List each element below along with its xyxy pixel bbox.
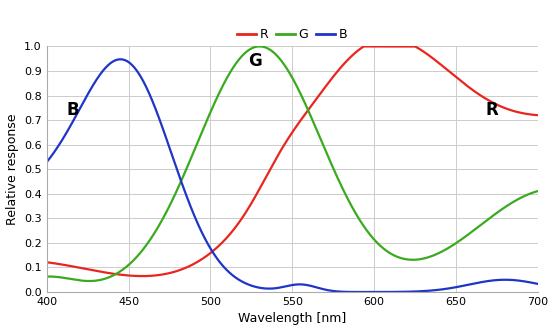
- X-axis label: Wavelength [nm]: Wavelength [nm]: [238, 312, 346, 325]
- Text: B: B: [66, 101, 79, 119]
- Text: R: R: [486, 101, 499, 119]
- Legend: R, G, B: R, G, B: [233, 23, 352, 46]
- Y-axis label: Relative response: Relative response: [6, 114, 18, 225]
- Text: G: G: [248, 52, 261, 70]
